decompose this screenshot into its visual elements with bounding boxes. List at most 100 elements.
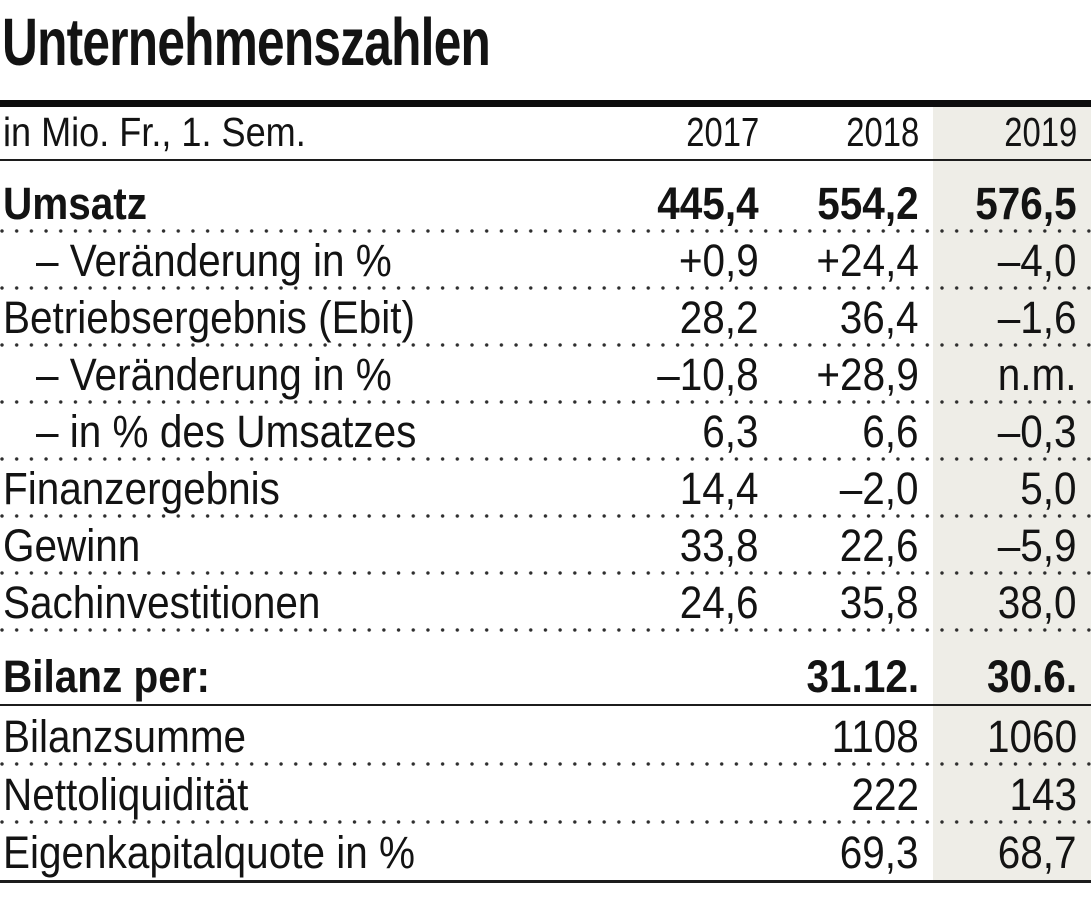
row-label: Bilanz per: (0, 654, 629, 699)
cell-2017 (629, 714, 781, 759)
table-row-ebit: Betriebsergebnis (Ebit) 28,2 36,4 –1,6 (0, 288, 1091, 347)
cell-text: +28,9 (816, 349, 919, 400)
cell-text: 22,6 (840, 520, 919, 571)
cell-text: 28,2 (680, 292, 759, 343)
cell-2019: 576,5 (933, 181, 1091, 226)
cell-text: 36,4 (840, 292, 919, 343)
table-row-finanzergebnis: Finanzergebnis 14,4 –2,0 5,0 (0, 459, 1091, 518)
cell-text: 6,6 (862, 406, 919, 457)
row-label: – Veränderung in % (0, 352, 629, 397)
table-row-veraenderung-umsatz: – Veränderung in % +0,9 +24,4 –4,0 (0, 231, 1091, 290)
table-row-eigenkapitalquote: Eigenkapitalquote in % 69,3 68,7 (0, 822, 1091, 883)
row-label: Sachinvestitionen (0, 580, 629, 625)
row-label-text: Gewinn (3, 520, 141, 571)
cell-2019: 1060 (933, 714, 1091, 759)
cell-2019: 143 (933, 772, 1091, 817)
row-label-text: Betriebsergebnis (Ebit) (3, 292, 415, 343)
cell-text: –4,0 (998, 235, 1077, 286)
unit-label: in Mio. Fr., 1. Sem. (0, 112, 629, 153)
cell-text: 6,3 (702, 406, 759, 457)
cell-2017: 445,4 (629, 181, 781, 226)
row-label-text: – in % des Umsatzes (36, 406, 417, 457)
cell-2018: 222 (781, 772, 933, 817)
cell-text: –0,3 (998, 406, 1077, 457)
row-label: – in % des Umsatzes (0, 409, 629, 454)
cell-text: +0,9 (679, 235, 759, 286)
cell-2018: 22,6 (781, 523, 933, 568)
table-row-bilanz-per: Bilanz per: 31.12. 30.6. (0, 630, 1091, 706)
row-label: – Veränderung in % (0, 238, 629, 283)
title-rule (0, 100, 1091, 107)
cell-2017 (629, 772, 781, 817)
cell-2019: –5,9 (933, 523, 1091, 568)
cell-text: 69,3 (840, 827, 919, 878)
cell-text: 445,4 (657, 178, 759, 229)
col-header-text: 2017 (686, 109, 759, 155)
cell-2018: +24,4 (781, 238, 933, 283)
cell-2017: 33,8 (629, 523, 781, 568)
cell-2017: +0,9 (629, 238, 781, 283)
highlight-column-2019 (933, 107, 1091, 883)
cell-2019: –4,0 (933, 238, 1091, 283)
cell-2018: 31.12. (781, 654, 933, 699)
table-row-ebit-marge: – in % des Umsatzes 6,3 6,6 –0,3 (0, 402, 1091, 461)
cell-text: 143 (1009, 769, 1077, 820)
figures-table: in Mio. Fr., 1. Sem. 2017 2018 2019 Umsa… (0, 107, 1091, 883)
row-label: Bilanzsumme (0, 714, 629, 759)
cell-2019: 38,0 (933, 580, 1091, 625)
cell-text: 1108 (831, 711, 919, 762)
row-label-text: – Veränderung in % (36, 349, 392, 400)
cell-text: 35,8 (840, 577, 919, 628)
page-title: Unternehmenszahlen (2, 5, 491, 80)
cell-text: +24,4 (816, 235, 919, 286)
unit-label-text: in Mio. Fr., 1. Sem. (3, 109, 306, 155)
cell-text: 30.6. (986, 651, 1077, 702)
row-label: Betriebsergebnis (Ebit) (0, 295, 629, 340)
cell-text: n.m. (998, 349, 1077, 400)
cell-text: 38,0 (998, 577, 1077, 628)
table-row-bilanzsumme: Bilanzsumme 1108 1060 (0, 706, 1091, 766)
cell-2019: 5,0 (933, 466, 1091, 511)
cell-text: 5,0 (1020, 463, 1077, 514)
row-label-text: Finanzergebnis (3, 463, 280, 514)
row-label-text: Umsatz (3, 178, 148, 229)
cell-text: 24,6 (680, 577, 759, 628)
cell-2017 (629, 830, 781, 875)
cell-2018: 35,8 (781, 580, 933, 625)
cell-2018: 1108 (781, 714, 933, 759)
col-header-2017: 2017 (629, 112, 781, 153)
cell-text: –5,9 (998, 520, 1077, 571)
cell-text: –2,0 (840, 463, 919, 514)
cell-text: –10,8 (657, 349, 759, 400)
cell-text: 14,4 (680, 463, 759, 514)
cell-2017: 24,6 (629, 580, 781, 625)
cell-2019: n.m. (933, 352, 1091, 397)
cell-text: –1,6 (998, 292, 1077, 343)
cell-2018: –2,0 (781, 466, 933, 511)
row-label: Gewinn (0, 523, 629, 568)
row-label-text: Bilanzsumme (3, 711, 247, 762)
cell-2018: 36,4 (781, 295, 933, 340)
row-label-text: Sachinvestitionen (3, 577, 321, 628)
row-label: Umsatz (0, 181, 629, 226)
table-header-row: in Mio. Fr., 1. Sem. 2017 2018 2019 (0, 107, 1091, 161)
cell-2017: –10,8 (629, 352, 781, 397)
cell-2018: 6,6 (781, 409, 933, 454)
cell-2018: +28,9 (781, 352, 933, 397)
table-row-sachinvestitionen: Sachinvestitionen 24,6 35,8 38,0 (0, 573, 1091, 632)
table-row-gewinn: Gewinn 33,8 22,6 –5,9 (0, 516, 1091, 575)
cell-2018: 69,3 (781, 830, 933, 875)
cell-text: 31.12. (806, 651, 919, 702)
cell-text: 576,5 (975, 178, 1077, 229)
row-label-text: Eigenkapitalquote in % (3, 827, 416, 878)
cell-text: 1060 (986, 711, 1077, 762)
cell-2017: 28,2 (629, 295, 781, 340)
col-header-text: 2019 (1004, 109, 1077, 155)
cell-2017: 14,4 (629, 466, 781, 511)
cell-text: 222 (851, 769, 919, 820)
row-label: Finanzergebnis (0, 466, 629, 511)
cell-2019: 68,7 (933, 830, 1091, 875)
cell-text: 68,7 (998, 827, 1077, 878)
row-label-text: – Veränderung in % (36, 235, 392, 286)
row-label: Eigenkapitalquote in % (0, 830, 629, 875)
